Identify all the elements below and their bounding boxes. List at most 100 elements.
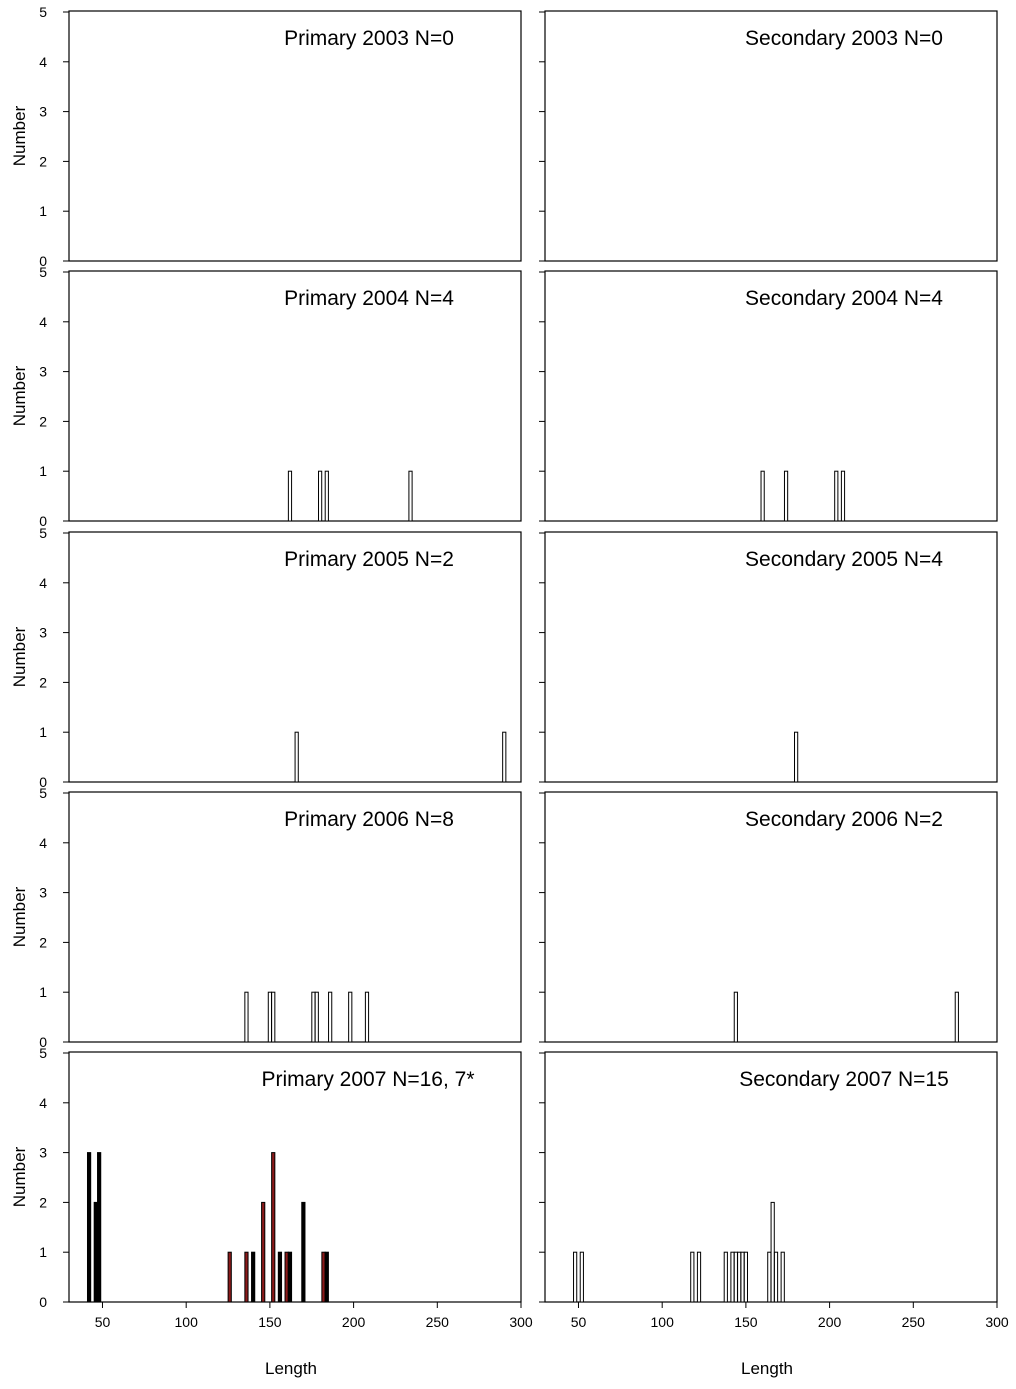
bar: [314, 991, 319, 1043]
panel-frame: [544, 270, 998, 522]
y-tick-label: 0: [39, 253, 47, 269]
y-axis-title: Number: [10, 886, 29, 947]
y-tick-label: 2: [39, 413, 47, 429]
y-tick-label: 5: [39, 264, 47, 280]
bar: [730, 1251, 735, 1303]
bar: [690, 1251, 695, 1303]
bar: [244, 991, 249, 1043]
y-axis-title: Number: [10, 1146, 29, 1207]
bar: [740, 1251, 745, 1303]
y-tick-label: 1: [39, 1244, 47, 1260]
bar: [318, 470, 323, 522]
panel-frame: [68, 270, 522, 522]
x-tick-label: 200: [342, 1314, 366, 1330]
y-tick-label: 0: [39, 513, 47, 529]
x-tick-label: 50: [571, 1314, 587, 1330]
bar: [86, 1152, 92, 1303]
y-tick-label: 5: [39, 525, 47, 541]
y-tick-label: 5: [39, 4, 47, 20]
y-tick-label: 2: [39, 1194, 47, 1210]
y-tick-label: 3: [39, 364, 47, 380]
panel-title: Primary 2005 N=2: [284, 548, 454, 571]
panel-frame: [544, 791, 998, 1043]
panel-primary-3: 0 1 2 3 4 5 Primary 2006 N=8 Number: [10, 785, 522, 1050]
x-axis-title: Length: [265, 1359, 317, 1378]
panel-title: Secondary 2005 N=4: [745, 548, 943, 571]
bar: [271, 991, 276, 1043]
panel-title: Primary 2003 N=0: [284, 27, 454, 50]
y-tick-label: 2: [39, 674, 47, 690]
y-axis-title: Number: [10, 626, 29, 687]
bar: [97, 1152, 102, 1303]
y-axis-title: Number: [10, 105, 29, 166]
panel-frame: [68, 1051, 522, 1303]
x-tick-label: 100: [651, 1314, 675, 1330]
panel-secondary-4: Secondary 2007 N=15 50 100 150 200 250 300 Leng…: [539, 1051, 1009, 1378]
bar: [284, 1251, 289, 1303]
panel-title: Secondary 2007 N=15: [739, 1068, 949, 1091]
y-tick-label: 0: [39, 1034, 47, 1050]
bar: [301, 1201, 306, 1303]
y-tick-label: 3: [39, 625, 47, 641]
x-tick-label: 250: [426, 1314, 450, 1330]
panel-title: Primary 2006 N=8: [284, 808, 454, 831]
y-tick-label: 2: [39, 153, 47, 169]
bar: [743, 1251, 748, 1303]
bar: [267, 991, 272, 1043]
bar: [261, 1201, 266, 1303]
bar: [579, 1251, 584, 1303]
bar: [794, 731, 799, 783]
y-axis-title: Number: [10, 365, 29, 426]
panel-frame: [68, 10, 522, 262]
x-tick-label: 100: [175, 1314, 199, 1330]
panel-title: Secondary 2004 N=4: [745, 287, 943, 310]
bar: [733, 1251, 738, 1303]
y-tick-label: 4: [39, 1095, 47, 1111]
bar: [723, 1251, 728, 1303]
x-tick-label: 300: [985, 1314, 1009, 1330]
bar: [244, 1251, 249, 1303]
x-tick-label: 50: [95, 1314, 111, 1330]
y-tick-label: 3: [39, 104, 47, 120]
bar: [287, 1251, 293, 1303]
bar: [251, 1251, 256, 1303]
bar: [311, 991, 316, 1043]
x-tick-label: 300: [509, 1314, 533, 1330]
bar: [954, 991, 959, 1043]
panel-title: Secondary 2006 N=2: [745, 808, 943, 831]
panel-secondary-3: Secondary 2006 N=2: [539, 791, 998, 1043]
bar: [733, 991, 738, 1043]
bar: [767, 1251, 772, 1303]
x-tick-label: 150: [258, 1314, 282, 1330]
x-axis-title: Length: [741, 1359, 793, 1378]
y-tick-label: 3: [39, 885, 47, 901]
panel-title: Primary 2004 N=4: [284, 287, 454, 310]
panel-secondary-2: Secondary 2005 N=4: [539, 531, 998, 783]
bar: [573, 1251, 578, 1303]
bar: [321, 1251, 326, 1303]
panel-primary-1: 0 1 2 3 4 5 Primary 2004 N=4 Number: [10, 264, 522, 529]
panel-primary-0: 0 1 2 3 4 5 Primary 2003 N=0 Number: [10, 4, 522, 269]
bar: [502, 731, 507, 783]
y-tick-label: 5: [39, 1045, 47, 1061]
bar: [696, 1251, 702, 1303]
y-tick-label: 4: [39, 314, 47, 330]
bar: [364, 991, 370, 1043]
bar: [324, 470, 329, 522]
panel-frame: [544, 531, 998, 783]
bar: [324, 1251, 329, 1303]
panel-title: Primary 2007 N=16, 7*: [261, 1068, 474, 1091]
y-tick-label: 0: [39, 1294, 47, 1310]
bar: [773, 1251, 779, 1303]
y-tick-label: 5: [39, 785, 47, 801]
panel-primary-2: 0 1 2 3 4 5 Primary 2005 N=2 Number: [10, 525, 522, 790]
y-tick-label: 1: [39, 724, 47, 740]
y-tick-label: 4: [39, 835, 47, 851]
bar: [783, 470, 789, 522]
panel-title: Secondary 2003 N=0: [745, 27, 943, 50]
bar: [760, 470, 765, 522]
bar: [294, 731, 299, 783]
bar: [737, 1251, 742, 1303]
bar: [227, 1251, 232, 1303]
